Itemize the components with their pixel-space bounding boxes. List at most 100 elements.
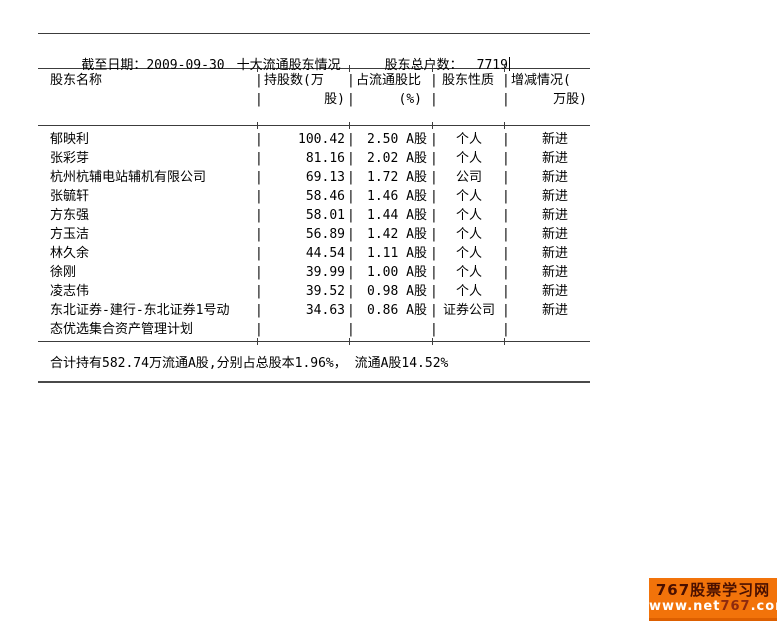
- cell-change: [508, 320, 590, 339]
- page-title: 十大流通股东情况: [236, 58, 341, 73]
- cell-change: 新进: [541, 189, 568, 204]
- cell-nature: 个人: [455, 246, 482, 261]
- cell-shares: 44.54: [305, 246, 345, 261]
- table-row: 方玉洁 56.89 1.42 A股 个人 新进: [38, 225, 590, 244]
- cell-shareholder-name: 张毓轩: [50, 189, 90, 204]
- table-row: 张彩芽 81.16 2.02 A股 个人 新进: [38, 149, 590, 168]
- table-row: 徐刚 39.99 1.00 A股 个人 新进: [38, 263, 590, 282]
- tick-mark: [432, 122, 433, 129]
- watermark-site-name: 767股票学习网: [655, 581, 771, 599]
- text-cursor: [508, 57, 510, 71]
- url-prefix: www.net: [649, 599, 721, 614]
- cell-shares: 69.13: [305, 170, 345, 185]
- cell-nature: 公司: [455, 170, 482, 185]
- table-body-rule: [38, 341, 590, 342]
- table-top-rule: [38, 33, 590, 34]
- holders-count-field[interactable]: 7719: [476, 58, 508, 73]
- cell-shareholder-name: 方玉洁: [50, 227, 90, 242]
- column-header-line-2: 股) (%) 万股): [38, 90, 590, 109]
- col-ratio-line1: 占流通股比: [356, 73, 422, 88]
- cell-shares: 58.46: [305, 189, 345, 204]
- cell-nature: 个人: [455, 227, 482, 242]
- column-header-line-1: 股东名称 持股数(万 占流通股比 股东性质 增减情况(: [38, 71, 590, 90]
- cell-shareholder-name: 东北证券-建行-东北证券1号动: [50, 303, 230, 318]
- date-label: 截至日期：: [81, 58, 147, 73]
- panel-header: 截至日期：2009-09-30 十大流通股东情况 股东总户数： 7719: [50, 39, 510, 88]
- cell-change: 新进: [541, 284, 568, 299]
- tick-mark: [504, 338, 505, 345]
- cell-change: 新进: [541, 132, 568, 147]
- cell-ratio: 2.50 A股: [367, 132, 427, 147]
- cell-shareholder-name: 郁映利: [50, 132, 90, 147]
- cell-ratio: 1.72 A股: [367, 170, 427, 185]
- cell-nature: 个人: [455, 284, 482, 299]
- col-change-line1: 增减情况(: [511, 73, 571, 88]
- table-row: 林久余 44.54 1.11 A股 个人 新进: [38, 244, 590, 263]
- tick-mark: [349, 65, 350, 72]
- cell-shares: 39.52: [305, 284, 345, 299]
- cell-ratio: [353, 320, 430, 339]
- watermark-url[interactable]: www.net767.com: [649, 599, 777, 615]
- cell-shares: 39.99: [305, 265, 345, 280]
- cell-change: 新进: [541, 170, 568, 185]
- col-nature: 股东性质: [442, 73, 495, 88]
- summary-line: 合计持有582.74万流通A股,分别占总股本1.96%， 流通A股14.52%: [50, 356, 449, 371]
- holders-label: 股东总户数：: [384, 58, 463, 73]
- tick-mark: [257, 65, 258, 72]
- cell-nature: 个人: [455, 265, 482, 280]
- col-shareholder-name: 股东名称: [50, 73, 103, 88]
- table-row: 张毓轩 58.46 1.46 A股 个人 新进: [38, 187, 590, 206]
- cell-ratio: 1.11 A股: [367, 246, 427, 261]
- table-colhead-rule: [38, 125, 590, 126]
- table-row: 凌志伟 39.52 0.98 A股 个人 新进: [38, 282, 590, 301]
- tick-mark: [504, 122, 505, 129]
- cell-nature: 个人: [455, 189, 482, 204]
- cell-shareholder-name: 徐刚: [50, 265, 77, 280]
- tick-mark: [257, 338, 258, 345]
- cell-change: 新进: [541, 208, 568, 223]
- col-shares-line1: 持股数(万: [264, 73, 324, 88]
- cell-shareholder-name: 态优选集合资产管理计划: [50, 322, 194, 337]
- cell-shareholder-name: 方东强: [50, 208, 90, 223]
- date-value: 2009-09-30: [146, 58, 225, 73]
- cell-change: 新进: [541, 265, 568, 280]
- tick-mark: [257, 122, 258, 129]
- cell-change: 新进: [541, 303, 568, 318]
- col-ratio-line2: (%): [398, 92, 422, 107]
- watermark-badge[interactable]: 767股票学习网 www.net767.com: [649, 578, 777, 621]
- cell-nature: 个人: [455, 151, 482, 166]
- table-row: 郁映利 100.42 2.50 A股 个人 新进: [38, 130, 590, 149]
- cell-nature: [436, 320, 502, 339]
- cell-shares: 100.42: [298, 132, 345, 147]
- cell-change: 新进: [541, 227, 568, 242]
- cell-ratio: 0.98 A股: [367, 284, 427, 299]
- url-suffix: .com: [750, 599, 777, 614]
- tick-mark: [432, 65, 433, 72]
- table-column-headers: 股东名称 持股数(万 占流通股比 股东性质 增减情况( 股) (%) 万股): [38, 71, 590, 109]
- table-row: 方东强 58.01 1.44 A股 个人 新进: [38, 206, 590, 225]
- cell-nature: 个人: [455, 132, 482, 147]
- table-row: 东北证券-建行-东北证券1号动 34.63 0.86 A股 证券公司 新进: [38, 301, 590, 320]
- table-bottom-rule: [38, 381, 590, 383]
- cell-shares: 56.89: [305, 227, 345, 242]
- cell-change: 新进: [541, 151, 568, 166]
- col-change-line2: 万股): [553, 92, 587, 107]
- col-nature-blank: [436, 90, 502, 109]
- cell-shares: [261, 320, 347, 339]
- table-header-rule: [38, 68, 590, 69]
- cell-nature: 个人: [455, 208, 482, 223]
- cell-shareholder-name: 林久余: [50, 246, 90, 261]
- cell-shareholder-name: 张彩芽: [50, 151, 90, 166]
- cell-ratio: 1.46 A股: [367, 189, 427, 204]
- cell-ratio: 0.86 A股: [367, 303, 427, 318]
- cell-ratio: 1.44 A股: [367, 208, 427, 223]
- table-row: 态优选集合资产管理计划: [38, 320, 590, 339]
- tick-mark: [432, 338, 433, 345]
- cell-ratio: 2.02 A股: [367, 151, 427, 166]
- cell-shares: 58.01: [305, 208, 345, 223]
- cell-change: 新进: [541, 246, 568, 261]
- cell-ratio: 1.00 A股: [367, 265, 427, 280]
- col-name-blank: [38, 90, 255, 109]
- tick-mark: [349, 338, 350, 345]
